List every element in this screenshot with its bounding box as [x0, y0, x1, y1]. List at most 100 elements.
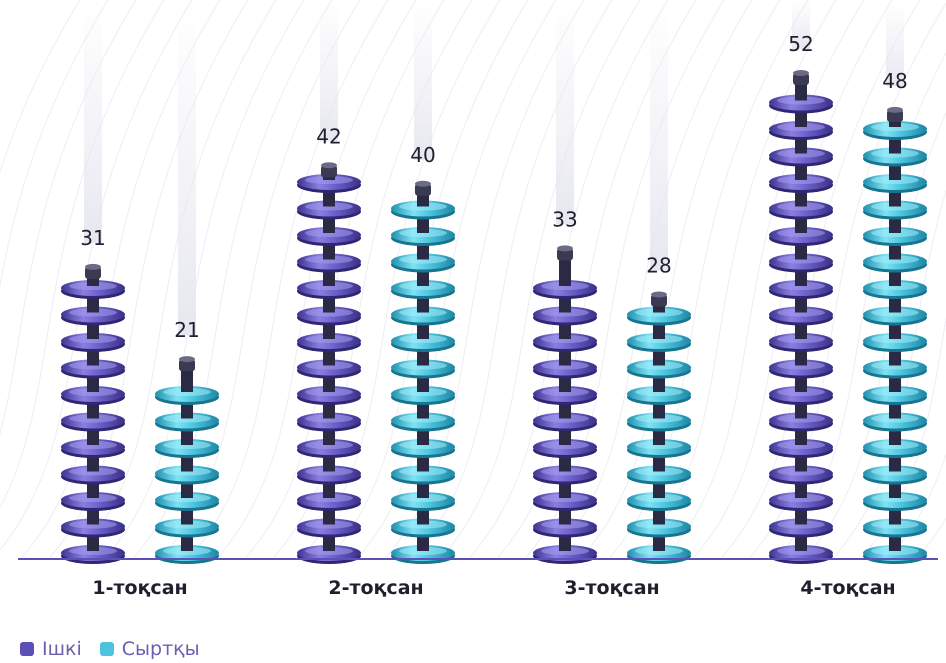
background-wave-line — [355, 0, 557, 561]
background-wave-line — [0, 0, 165, 509]
bar-disc-cap — [889, 198, 901, 207]
bar-disc-cap — [417, 331, 429, 339]
category-labels: 1-тоқсан 2-тоқсан 3-тоқсан 4-тоқсан — [92, 577, 895, 599]
bar-disc-cap — [323, 357, 335, 366]
bar-disc-cap — [889, 410, 901, 419]
bar-top-fitting — [415, 183, 431, 196]
bar-top-fitting — [179, 359, 195, 372]
legend-label-external: Сыртқы — [121, 638, 200, 660]
bar-beam — [414, 0, 432, 160]
bar-disc-cap — [795, 437, 807, 445]
bar-disc-cap — [889, 119, 901, 127]
bar — [533, 0, 597, 564]
bar-disc-cap — [653, 357, 665, 366]
bar-disc-cap — [559, 516, 571, 525]
bar-top-fitting — [651, 294, 667, 307]
bar-disc-cap — [889, 516, 901, 525]
bar-disc-cap — [87, 410, 99, 419]
legend-swatch-internal — [20, 642, 34, 656]
bar-disc-cap — [795, 119, 807, 127]
legend-item-external: Сыртқы — [99, 638, 200, 660]
legend-swatch-external — [99, 642, 114, 656]
bar-top-fitting-cap — [793, 70, 809, 76]
bar-disc-cap — [417, 251, 429, 260]
bar-disc-cap — [795, 278, 807, 286]
bar-top-fitting-cap — [415, 180, 431, 187]
bar-disc-cap — [87, 490, 99, 498]
bar-disc-cap — [889, 331, 901, 339]
bar-disc-cap — [417, 198, 429, 207]
bar-beam — [650, 0, 668, 271]
bar-disc-cap — [323, 278, 335, 286]
background-wave-line — [215, 0, 417, 561]
bar-disc-cap — [181, 437, 193, 445]
bar-disc-cap — [323, 198, 335, 207]
bar-disc-cap — [795, 357, 807, 366]
bar-disc-cap — [417, 304, 429, 313]
bar-disc-cap — [323, 490, 335, 498]
bar-disc-cap — [889, 225, 901, 233]
bar-disc-cap — [559, 490, 571, 498]
bar — [61, 0, 125, 564]
value-label: 33 — [552, 207, 577, 231]
value-label: 42 — [316, 124, 341, 148]
bar-beam — [320, 0, 338, 142]
background-wave-line — [0, 0, 109, 288]
bar-disc-cap — [323, 516, 335, 525]
bar-disc-cap — [87, 516, 99, 525]
legend-label-internal: Ішкі — [42, 638, 82, 660]
bar-disc-cap — [795, 384, 807, 392]
bar-disc-cap — [653, 463, 665, 472]
background-wave-line — [467, 0, 669, 561]
bar-disc-cap — [417, 410, 429, 419]
bar-disc-cap — [323, 463, 335, 472]
bar-disc-cap — [417, 543, 429, 551]
bar — [769, 0, 833, 564]
bar-disc-cap — [559, 278, 571, 286]
bar-disc-cap — [417, 437, 429, 445]
bar-top-fitting-cap — [179, 356, 195, 363]
bar-disc-cap — [795, 251, 807, 260]
bar-disc-cap — [559, 410, 571, 419]
bar-rod — [559, 254, 571, 559]
bar-disc-cap — [559, 384, 571, 392]
bar-top-fitting-cap — [557, 245, 573, 252]
bar-disc-cap — [795, 410, 807, 419]
bar-beam — [84, 0, 102, 243]
bar-disc-cap — [795, 225, 807, 233]
bar-disc-cap — [323, 437, 335, 445]
bar-top-fitting-cap — [651, 291, 667, 298]
bar-disc-cap — [889, 278, 901, 286]
category-label: 1-тоқсан — [92, 577, 187, 599]
bar-disc-cap — [417, 516, 429, 525]
value-label: 52 — [788, 32, 813, 56]
bar-disc-cap — [889, 145, 901, 154]
insulator-bar-chart: 31 21 42 40 33 28 52 48 1-тоқсан 2-тоқсан 3-тоқса… — [0, 0, 946, 599]
value-label: 28 — [646, 254, 671, 278]
bar-disc-cap — [653, 331, 665, 339]
category-label: 2-тоқсан — [328, 577, 423, 599]
bar-disc-cap — [87, 463, 99, 472]
bar-disc-cap — [323, 331, 335, 339]
bar-beam — [886, 0, 904, 86]
bar-disc-cap — [795, 463, 807, 472]
bar-disc-cap — [653, 410, 665, 419]
bar-disc-cap — [323, 251, 335, 260]
bar-disc-cap — [889, 437, 901, 445]
bar-beam — [556, 0, 574, 225]
background-wave-line — [0, 0, 193, 551]
bar-disc-cap — [87, 437, 99, 445]
background-wave-line — [663, 0, 865, 561]
bar-disc-cap — [87, 357, 99, 366]
bar-disc-cap — [795, 92, 807, 101]
bar-disc-cap — [795, 172, 807, 180]
bar-disc-cap — [795, 543, 807, 551]
bar-disc-cap — [181, 516, 193, 525]
bar-disc-cap — [181, 410, 193, 419]
bar-disc-cap — [417, 357, 429, 366]
bar-disc-cap — [181, 543, 193, 551]
bar-disc-cap — [323, 225, 335, 233]
bar-beam — [178, 0, 196, 336]
legend: Ішкі Сыртқы — [20, 638, 200, 660]
value-label: 48 — [882, 69, 907, 93]
